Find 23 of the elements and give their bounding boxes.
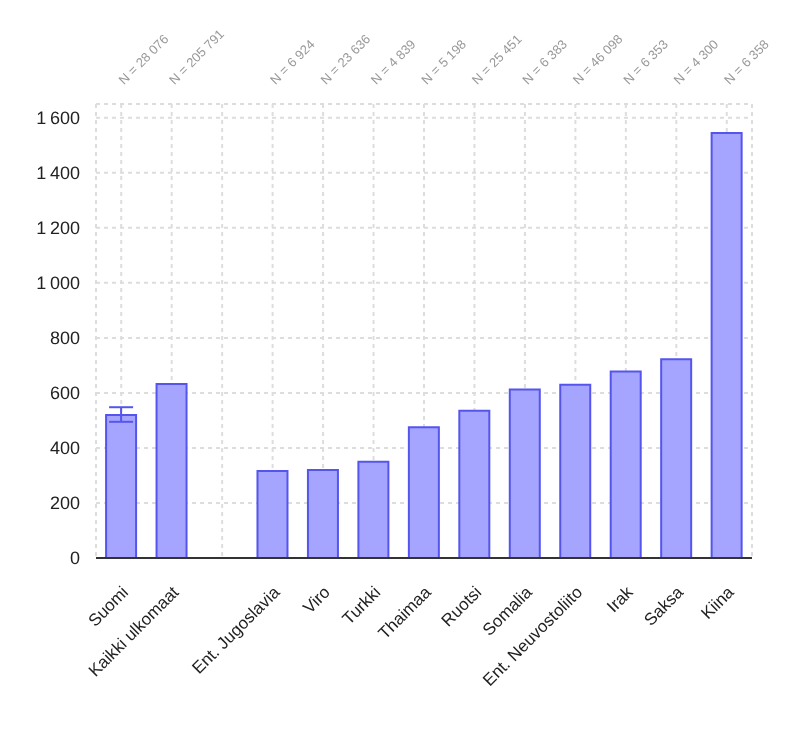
bar: [155, 383, 188, 558]
bar: [458, 409, 491, 558]
bar: [357, 460, 390, 558]
bar: [256, 470, 289, 558]
y-tick-label: 1 400: [36, 163, 80, 184]
y-tick-label: 400: [49, 438, 80, 459]
y-tick-label: 800: [49, 328, 80, 349]
bar: [710, 131, 743, 558]
x-tick-label: Irak: [602, 580, 638, 617]
x-tick-label: Viro: [298, 581, 335, 618]
bar: [105, 413, 138, 558]
bar: [660, 358, 693, 558]
y-tick-label: 1 600: [36, 108, 80, 129]
y-tick-label: 200: [49, 493, 80, 514]
y-tick-label: 1 200: [36, 218, 80, 239]
y-tick-label: 1 000: [36, 273, 80, 294]
y-tick-label: 600: [49, 383, 80, 404]
bar: [559, 383, 592, 558]
y-tick-label: 0: [69, 548, 80, 569]
bar: [407, 426, 440, 558]
bar: [306, 468, 339, 558]
bar: [609, 370, 642, 558]
bar: [508, 388, 541, 558]
